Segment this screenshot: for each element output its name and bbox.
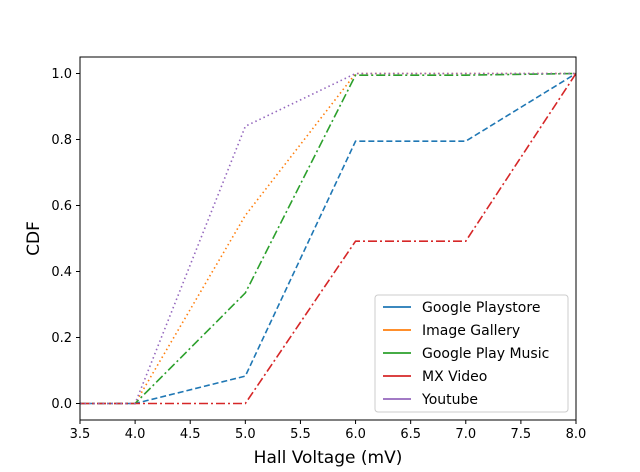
legend: Google Playstore Image Gallery Google Play… (374, 294, 569, 413)
x-tick-label: 7.0 (455, 427, 476, 442)
y-tick-label: 0.0 (51, 397, 72, 412)
x-tick-label: 5.0 (235, 427, 256, 442)
legend-label: Google Play Music (422, 346, 549, 362)
axes-frame (79, 56, 577, 421)
y-tick-label: 0.4 (51, 265, 72, 280)
y-tick-label: 0.6 (51, 199, 72, 214)
x-tick-label: 3.5 (70, 427, 91, 442)
legend-label: Image Gallery (422, 323, 520, 339)
series-line-3 (80, 72, 577, 405)
series-line-5 (80, 72, 576, 405)
y-axis-title: CDF (24, 221, 44, 256)
legend-box (374, 294, 569, 413)
y-tick-label: 0.8 (51, 133, 72, 148)
legend-label: Google Playstore (422, 300, 540, 316)
plot-area (80, 72, 577, 405)
y-tick-label: 1.0 (51, 67, 72, 82)
legend-label: MX Video (422, 369, 487, 385)
legend-label: Youtube (421, 392, 478, 408)
x-tick-label: 4.5 (180, 427, 201, 442)
y-axis: 0.0 0.2 0.4 0.6 0.8 1.0 (51, 67, 80, 412)
x-tick-label: 4.0 (125, 427, 146, 442)
series-line-4 (80, 73, 577, 405)
x-axis: 3.5 4.0 4.5 5.0 5.5 6.0 6.5 7.0 7.5 8.0 (70, 420, 587, 442)
x-axis-title: Hall Voltage (mV) (254, 448, 403, 468)
x-tick-label: 6.5 (400, 427, 421, 442)
x-tick-label: 6.0 (345, 427, 366, 442)
x-tick-label: 7.5 (511, 427, 532, 442)
y-tick-label: 0.2 (51, 331, 72, 346)
x-tick-label: 5.5 (290, 427, 311, 442)
x-tick-label: 8.0 (566, 427, 587, 442)
